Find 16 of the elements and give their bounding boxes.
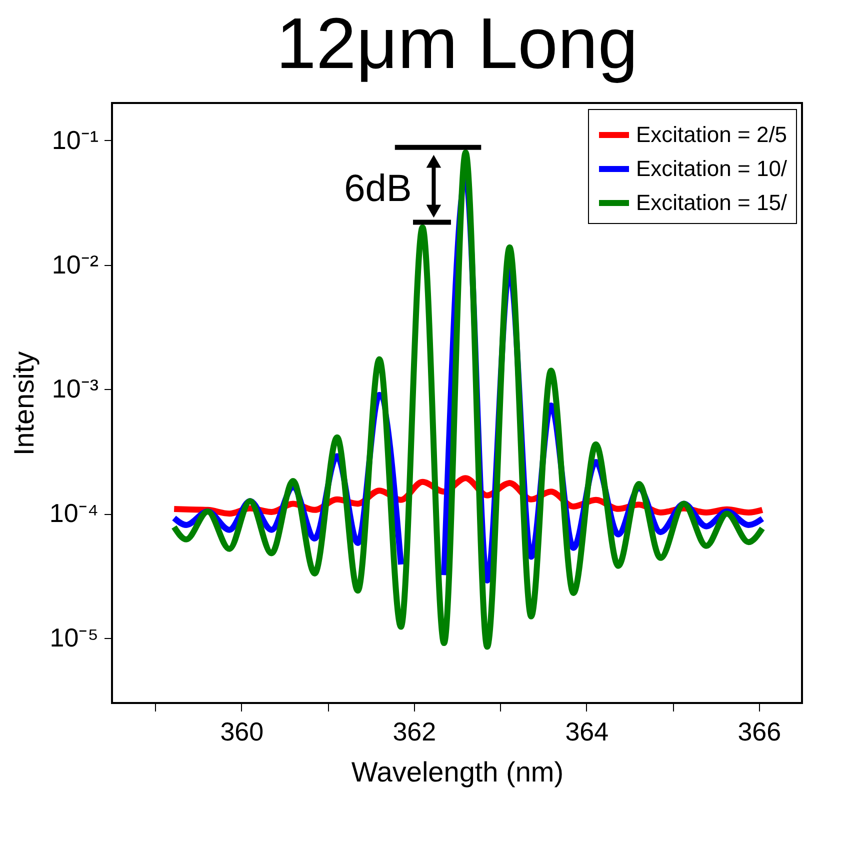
x-axis-title: Wavelength (nm) (351, 756, 564, 788)
y-tick-label: 10⁻¹ (52, 124, 99, 155)
x-tick-label: 360 (220, 716, 264, 746)
x-tick-label: 362 (392, 716, 436, 746)
chart-title: 12μm Long (276, 4, 638, 84)
x-tick-label: 364 (565, 716, 609, 746)
legend-label: Excitation = 15/ (636, 190, 788, 215)
y-tick-label: 10⁻² (52, 249, 99, 280)
legend-label: Excitation = 2/5 (636, 122, 788, 147)
y-tick-label: 10⁻⁵ (50, 622, 98, 652)
legend-label: Excitation = 10/ (636, 156, 788, 181)
x-tick-label: 366 (738, 716, 782, 746)
annotation: 6dB (344, 168, 412, 210)
y-axis-title: Intensity (8, 351, 40, 456)
y-tick-label: 10⁻⁴ (49, 498, 98, 528)
y-tick-label: 10⁻³ (52, 374, 99, 404)
